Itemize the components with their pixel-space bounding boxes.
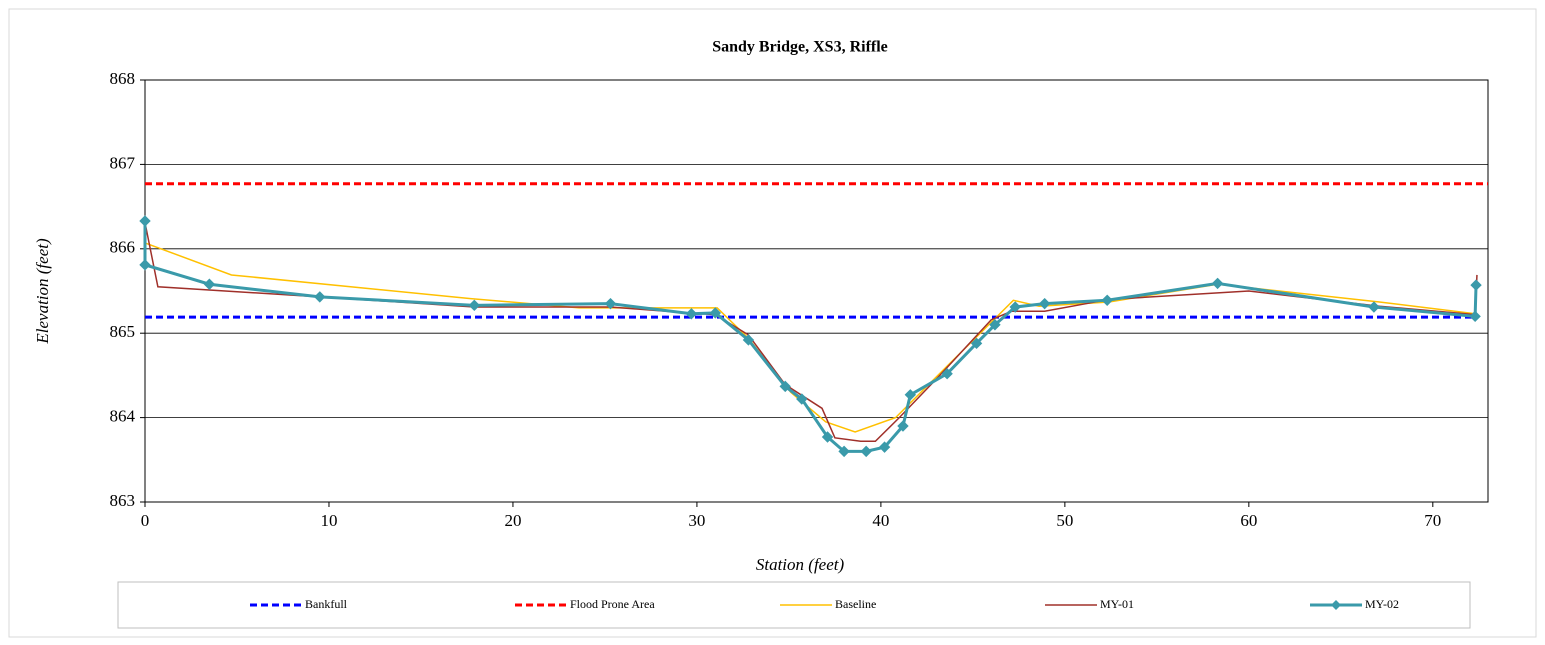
marker: [1101, 294, 1113, 306]
marker: [685, 308, 698, 320]
marker: [821, 431, 834, 443]
x-tick-label: 70: [1424, 511, 1441, 530]
legend-label: Bankfull: [305, 597, 348, 611]
x-tick-label: 20: [504, 511, 521, 530]
legend: [117, 581, 1471, 629]
marker: [904, 389, 917, 401]
marker: [1211, 277, 1224, 290]
x-axis-label: Station (feet): [756, 555, 845, 574]
y-tick-label: 866: [110, 238, 136, 257]
y-tick-label: 863: [110, 491, 136, 510]
marker: [860, 445, 872, 458]
chart-frame: [8, 8, 1537, 638]
x-tick-label: 50: [1056, 511, 1073, 530]
marker: [468, 299, 481, 312]
marker: [1009, 301, 1021, 313]
legend-label: MY-02: [1365, 597, 1399, 611]
marker: [1038, 297, 1051, 310]
plot-border: [144, 79, 1489, 503]
y-axis-label: Elevation (feet): [33, 238, 52, 345]
marker: [838, 445, 850, 458]
marker: [139, 215, 151, 227]
chart-title: Sandy Bridge, XS3, Riffle: [712, 39, 888, 56]
marker: [314, 291, 326, 303]
marker: [742, 334, 755, 346]
series-line: [144, 222, 1478, 442]
marker: [1368, 301, 1380, 313]
marker: [1470, 279, 1482, 291]
x-tick-label: 60: [1240, 511, 1257, 530]
x-tick-label: 30: [688, 511, 705, 530]
marker: [989, 319, 1001, 331]
x-tick-label: 0: [141, 511, 150, 530]
marker: [941, 368, 953, 380]
marker: [203, 278, 216, 290]
legend-label: MY-01: [1100, 597, 1134, 611]
x-tick-label: 10: [320, 511, 337, 530]
y-tick-label: 867: [110, 153, 136, 172]
marker: [796, 393, 808, 405]
y-tick-label: 864: [110, 407, 136, 426]
marker: [139, 259, 151, 271]
y-tick-label: 865: [110, 322, 136, 341]
legend-marker: [1331, 600, 1341, 610]
legend-label: Baseline: [835, 597, 876, 611]
marker: [970, 337, 983, 350]
marker: [779, 380, 791, 393]
x-tick-label: 40: [872, 511, 889, 530]
marker: [604, 297, 617, 310]
marker: [1469, 310, 1481, 323]
plot-area: [145, 80, 1488, 502]
marker: [709, 307, 722, 319]
marker: [878, 441, 891, 453]
marker: [897, 420, 909, 432]
legend-label: Flood Prone Area: [570, 597, 655, 611]
y-tick-label: 868: [110, 69, 136, 88]
